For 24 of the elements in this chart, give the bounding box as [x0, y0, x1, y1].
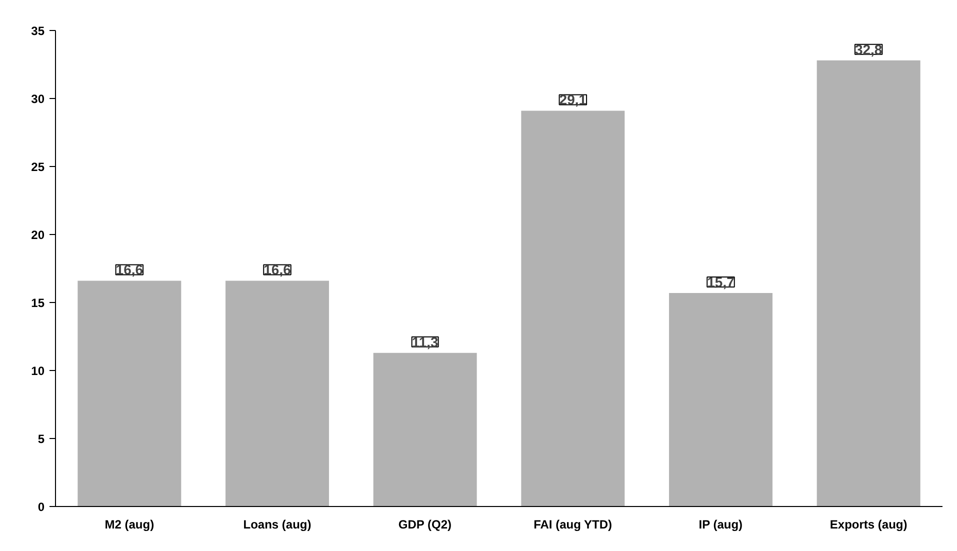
data-label: 16,6	[264, 262, 292, 278]
y-tick-label: 25	[31, 160, 45, 174]
bar	[226, 280, 329, 506]
bar	[373, 352, 477, 506]
data-label: 15,7	[707, 274, 735, 290]
y-tick-label: 10	[31, 364, 45, 378]
bar	[816, 60, 920, 506]
x-tick-label: GDP (Q2)	[398, 518, 452, 532]
y-tick-label: 30	[31, 92, 45, 106]
x-tick-label: M2 (aug)	[104, 518, 154, 532]
x-tick-label: Exports (aug)	[830, 518, 908, 532]
y-tick-label: 35	[31, 24, 45, 38]
y-tick-label: 20	[31, 228, 45, 242]
y-tick-label: 5	[38, 432, 45, 446]
x-tick-label: Loans (aug)	[243, 518, 312, 532]
x-tick-label: FAI (aug YTD)	[534, 518, 612, 532]
bar	[78, 280, 182, 506]
bar	[669, 292, 772, 506]
bar	[521, 110, 625, 506]
y-tick-label: 15	[31, 296, 45, 310]
y-tick-label: 0	[38, 500, 45, 514]
data-label: 11,3	[412, 334, 439, 350]
x-tick-label: IP (aug)	[698, 518, 743, 532]
data-label: 16,6	[116, 262, 144, 278]
